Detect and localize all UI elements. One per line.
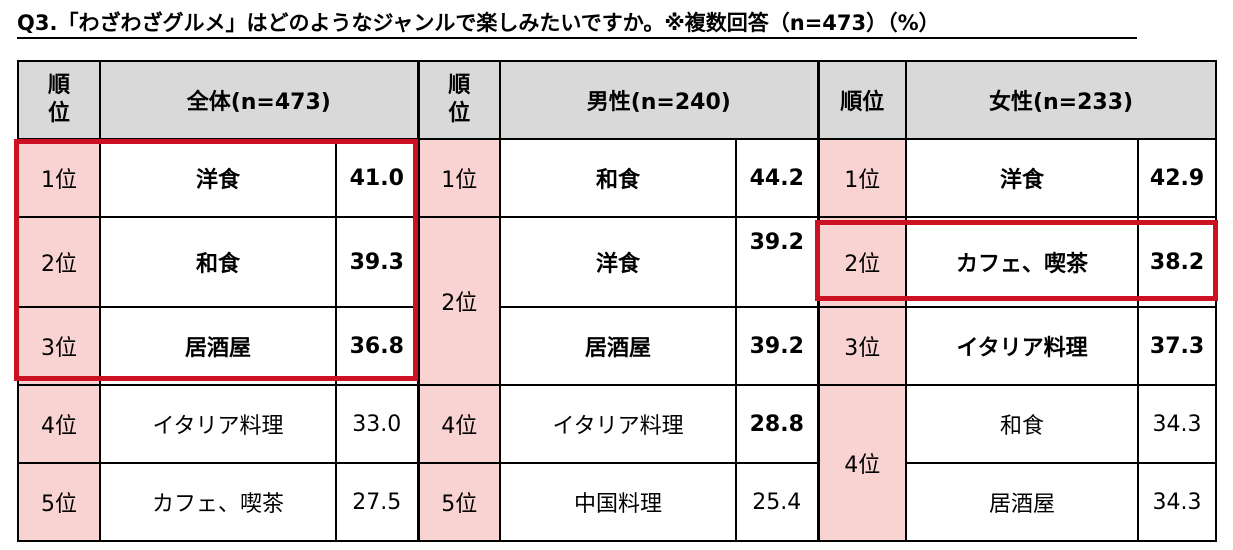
table-row: 3位 居酒屋 36.8 居酒屋 39.2 3位 イタリア料理 37.3	[17, 306, 1218, 386]
male-value-5: 25.4	[735, 462, 820, 542]
female-genre-1: 洋食	[905, 138, 1140, 218]
overall-rank-1: 1位	[17, 138, 101, 218]
overall-value-1: 41.0	[334, 138, 420, 218]
overall-rank-2: 2位	[17, 216, 101, 308]
overall-value-2: 39.3	[334, 216, 420, 308]
overall-genre-2: 和食	[99, 216, 337, 308]
table-row: 5位 カフェ、喫茶 27.5 5位 中国料理 25.4 居酒屋 34.3	[17, 462, 1218, 542]
male-genre-4: イタリア料理	[499, 384, 738, 464]
table-row: 4位 イタリア料理 33.0 4位 イタリア料理 28.8 4位 和食 34.3	[17, 384, 1218, 542]
female-genre-2: カフェ、喫茶	[905, 216, 1140, 308]
male-genre-5: 中国料理	[499, 462, 738, 542]
overall-genre-4: イタリア料理	[99, 384, 337, 464]
male-genre-2: 洋食	[499, 216, 738, 308]
male-genre-3: 居酒屋	[499, 306, 738, 386]
header-row: 順 位 全体(n=473) 順 位 男性(n=240) 順位 女性(n=233)	[17, 60, 1218, 140]
male-rank-header: 順 位	[416, 60, 502, 140]
overall-header: 全体(n=473)	[98, 60, 420, 140]
overall-rank-header: 順 位	[17, 60, 101, 140]
female-rank-3: 3位	[816, 306, 908, 386]
overall-genre-5: カフェ、喫茶	[99, 462, 337, 542]
overall-value-3: 36.8	[334, 306, 420, 386]
overall-rank-header-text: 順 位	[47, 73, 70, 126]
overall-rank-5: 5位	[17, 462, 101, 542]
overall-rank-4: 4位	[17, 384, 101, 464]
female-value-3: 37.3	[1137, 306, 1218, 386]
male-rank-1: 1位	[416, 138, 502, 218]
male-header: 男性(n=240)	[499, 60, 820, 140]
overall-genre-1: 洋食	[99, 138, 337, 218]
male-value-1: 44.2	[735, 138, 820, 218]
ranking-table: 順 位 全体(n=473) 順 位 男性(n=240) 順位 女性(n=233)…	[17, 60, 1218, 542]
male-genre-1: 和食	[499, 138, 738, 218]
male-rank-2: 2位	[416, 216, 502, 386]
female-genre-5: 居酒屋	[905, 462, 1140, 542]
male-rank-header-text: 順 位	[448, 73, 471, 126]
table-row: 2位 和食 39.3 2位 洋食 39.2 2位 カフェ、喫茶 38.2	[17, 216, 1218, 386]
female-value-2: 38.2	[1137, 216, 1218, 308]
female-value-1: 42.9	[1137, 138, 1218, 218]
female-value-4: 34.3	[1137, 384, 1218, 464]
female-rank-1: 1位	[816, 138, 908, 218]
female-header: 女性(n=233)	[905, 60, 1218, 140]
female-rank-4: 4位	[816, 384, 908, 542]
female-value-5: 34.3	[1137, 462, 1218, 542]
female-genre-3: イタリア料理	[905, 306, 1140, 386]
female-rank-header: 順位	[816, 60, 908, 140]
male-rank-4: 4位	[416, 384, 502, 464]
overall-rank-3: 3位	[17, 306, 101, 386]
female-rank-2: 2位	[816, 216, 908, 308]
overall-value-4: 33.0	[334, 384, 420, 464]
male-value-4: 28.8	[735, 384, 820, 464]
overall-value-5: 27.5	[334, 462, 420, 542]
male-value-2: 39.2	[735, 216, 820, 308]
male-rank-5: 5位	[416, 462, 502, 542]
title-underline	[17, 37, 1137, 39]
male-value-3: 39.2	[735, 306, 820, 386]
table-row: 1位 洋食 41.0 1位 和食 44.2 1位 洋食 42.9	[17, 138, 1218, 218]
overall-genre-3: 居酒屋	[99, 306, 337, 386]
page-title: Q3.「わざわざグルメ」はどのようなジャンルで楽しみたいですか。※複数回答（n=…	[17, 11, 940, 35]
female-genre-4: 和食	[905, 384, 1140, 464]
